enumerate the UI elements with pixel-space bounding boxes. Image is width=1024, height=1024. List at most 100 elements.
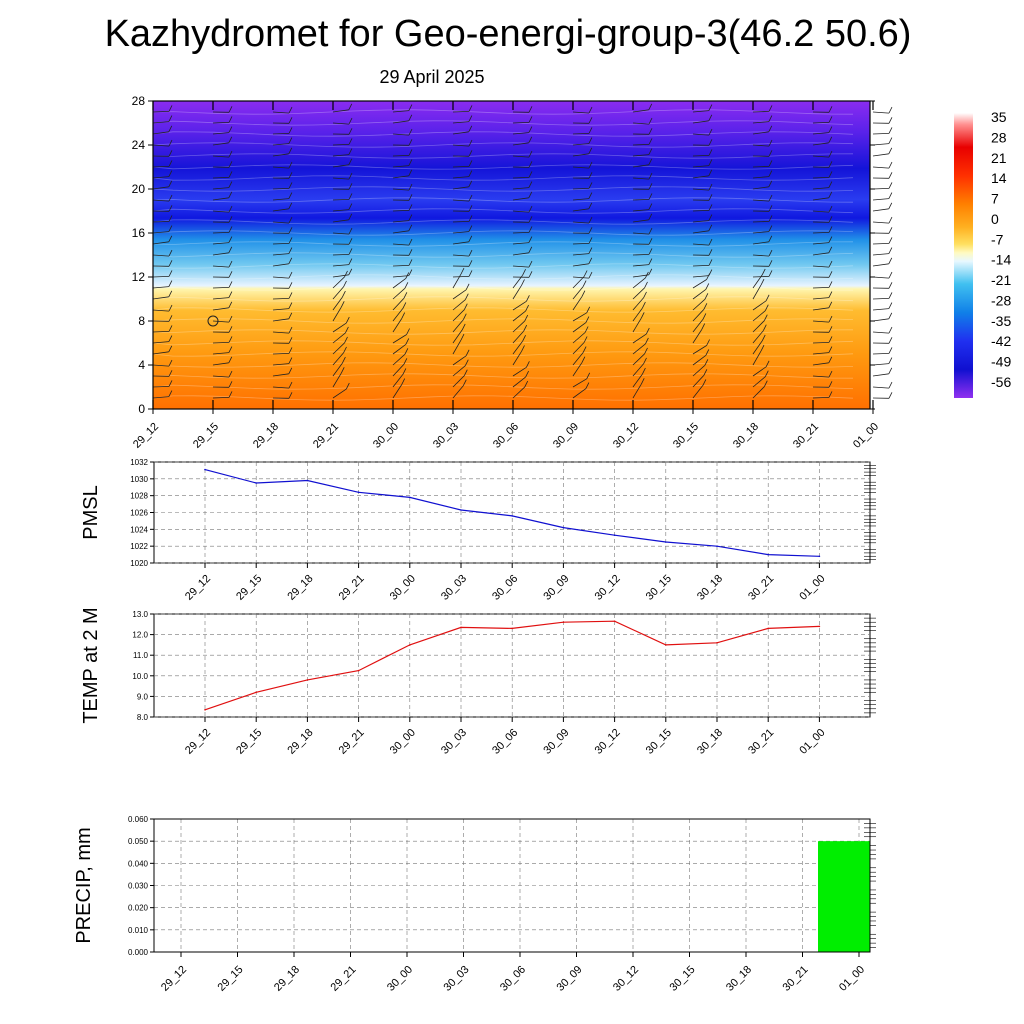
wind-barb <box>512 242 529 245</box>
wind-barb-flag <box>168 139 173 147</box>
wind-barb-flag <box>828 356 833 363</box>
wind-barb-flag <box>465 283 470 290</box>
wind-barb <box>872 243 890 245</box>
wind-barb <box>812 132 829 135</box>
wind-barb <box>272 318 289 322</box>
wind-barb-flag <box>408 238 413 246</box>
wind-barb-flag <box>348 128 353 135</box>
y-tick-label: 20 <box>132 182 146 196</box>
wind-barb-flag <box>762 324 767 331</box>
wind-barb <box>572 153 589 157</box>
colorbar-label: 7 <box>991 191 999 207</box>
wind-barb <box>812 265 830 268</box>
wind-barb <box>452 339 462 355</box>
wind-barb-flag <box>528 226 533 233</box>
wind-barb-flag <box>768 215 773 222</box>
wind-barb <box>872 198 889 201</box>
wind-barb-flag <box>288 147 293 154</box>
wind-barb <box>272 143 289 146</box>
wind-barb-flag <box>528 150 533 158</box>
wind-barb <box>872 166 890 169</box>
wind-barb <box>572 342 585 355</box>
wind-barb-flag <box>708 183 713 191</box>
wind-barb-flag <box>708 104 713 111</box>
wind-barb <box>392 288 406 300</box>
wind-barb <box>812 232 830 234</box>
wind-barb <box>392 133 410 136</box>
x-tick-label: 30_03 <box>442 964 472 994</box>
wind-barb-flag <box>228 356 233 363</box>
wind-barb <box>812 362 829 366</box>
wind-barb <box>152 241 169 245</box>
wind-barb <box>152 144 170 147</box>
wind-barb <box>572 253 589 256</box>
wind-barb <box>152 286 169 289</box>
wind-barb <box>212 320 230 323</box>
wind-barb <box>152 186 169 190</box>
contour-line <box>152 274 854 280</box>
wind-barb-flag <box>168 194 173 202</box>
wind-barb-flag <box>288 282 293 289</box>
wind-barb <box>632 209 649 212</box>
wind-barb-flag <box>348 103 353 110</box>
wind-barb <box>692 220 709 223</box>
wind-barb <box>152 331 170 333</box>
y-tick-label: 10.0 <box>132 672 148 681</box>
wind-barb <box>512 310 526 322</box>
wind-barb-flag <box>765 294 770 301</box>
wind-barb <box>692 329 703 344</box>
wind-barb <box>452 289 467 300</box>
wind-barb <box>392 243 410 246</box>
wind-barb-flag <box>288 337 293 344</box>
wind-barb <box>152 254 170 257</box>
wind-barb-flag <box>828 171 833 178</box>
wind-barb-flag <box>648 128 653 135</box>
wind-barb <box>512 300 527 311</box>
wind-barb <box>392 278 407 289</box>
wind-barb-flag <box>348 158 353 165</box>
wind-barb <box>512 187 529 190</box>
wind-barb <box>332 177 350 180</box>
wind-barb <box>632 343 646 355</box>
wind-barb <box>332 154 349 157</box>
contour-line <box>152 230 854 236</box>
wind-barb <box>152 199 170 202</box>
data-point <box>306 479 309 482</box>
wind-barb-flag <box>708 159 713 166</box>
wind-barb-flag <box>408 249 413 256</box>
wind-barb-flag <box>406 328 410 335</box>
wind-barb-flag <box>408 114 413 121</box>
wind-barb-flag <box>888 357 893 364</box>
wind-barb <box>692 355 707 366</box>
wind-barb <box>392 110 409 113</box>
wind-barb-flag <box>768 105 773 112</box>
wind-barb-flag <box>588 247 593 254</box>
contour-line <box>152 329 854 335</box>
data-point <box>511 515 513 517</box>
colorbar-label: -7 <box>991 231 1004 247</box>
wind-barb-flag <box>228 136 233 143</box>
wind-barb <box>452 199 470 202</box>
wind-barb-flag <box>768 235 773 242</box>
wind-barb-flag <box>764 304 769 311</box>
wind-barb <box>332 232 350 235</box>
wind-barb-flag <box>522 335 526 342</box>
wind-barb-flag <box>648 103 653 110</box>
wind-barb-flag <box>528 236 533 243</box>
wind-barb-flag <box>468 160 473 167</box>
wind-barb <box>812 320 830 323</box>
wind-barb-flag <box>288 271 293 279</box>
colorbar-label: 0 <box>991 211 999 227</box>
wind-barb <box>512 376 526 388</box>
wind-barb <box>572 388 587 399</box>
wind-barb <box>572 166 590 169</box>
x-tick-label: 30_00 <box>385 964 415 994</box>
data-point <box>613 620 616 622</box>
temp-panel: 13.0 12.0 11.0 10.0 9.0 8.0 29_12 29_15 29_18 29_… <box>80 607 876 757</box>
wind-barb <box>212 307 229 311</box>
wind-barb <box>212 265 230 268</box>
wind-barb <box>392 275 409 278</box>
contour-line <box>152 285 854 291</box>
wind-barb-flag <box>585 316 590 323</box>
y-tick-label: 1022 <box>130 542 148 551</box>
